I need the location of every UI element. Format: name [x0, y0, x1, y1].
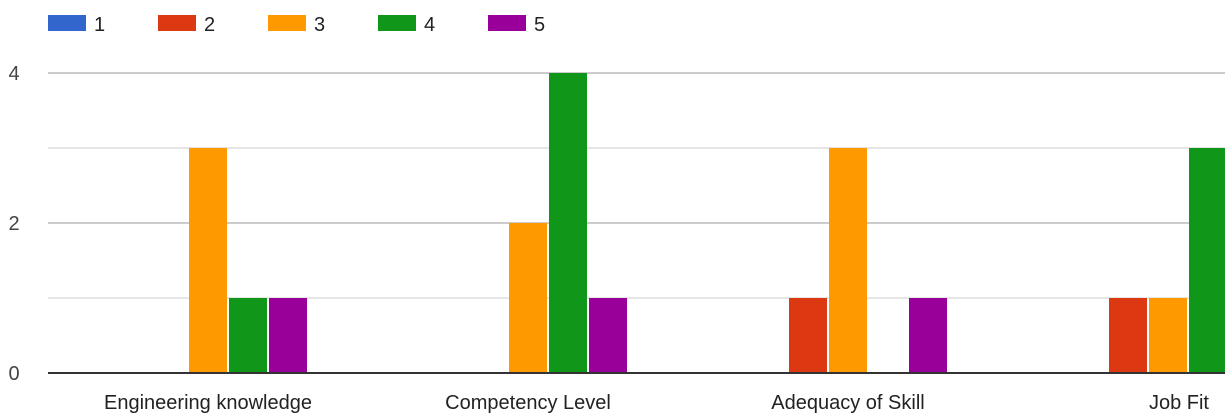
x-category-label: Engineering knowledge [104, 392, 312, 414]
bar-engineering-knowledge-series-5 [269, 298, 307, 373]
y-axis-ticks: 0 2 4 [8, 63, 19, 385]
legend-label: 4 [424, 14, 435, 36]
legend-label: 3 [314, 14, 325, 36]
bar-competency-level-series-5 [589, 298, 627, 373]
legend-item: 4 [378, 14, 435, 36]
legend-label: 2 [204, 14, 215, 36]
bar-competency-level-series-4 [549, 73, 587, 373]
x-axis-labels: Engineering knowledge Competency Level Ade… [104, 392, 1209, 414]
legend-item: 1 [48, 14, 105, 36]
x-category-label: Adequacy of Skill [771, 392, 924, 414]
y-tick-label: 2 [8, 213, 19, 235]
bars [189, 73, 1225, 373]
gridlines [48, 72, 1225, 299]
bar-competency-level-series-3 [509, 223, 547, 373]
legend-label: 5 [534, 14, 545, 36]
x-category-label: Job Fit [1149, 392, 1209, 414]
bar-engineering-knowledge-series-4 [229, 298, 267, 373]
bar-job-fit-series-2 [1109, 298, 1147, 373]
legend-swatch [158, 15, 196, 31]
bar-engineering-knowledge-series-3 [189, 148, 227, 373]
legend-swatch [268, 15, 306, 31]
y-tick-label: 4 [8, 63, 19, 85]
legend-swatch [378, 15, 416, 31]
legend-swatch [488, 15, 526, 31]
legend-item: 2 [158, 14, 215, 36]
legend-swatch [48, 15, 86, 31]
x-category-label: Competency Level [445, 392, 611, 414]
legend-label: 1 [94, 14, 105, 36]
legend-item: 3 [268, 14, 325, 36]
bar-job-fit-series-3 [1149, 298, 1187, 373]
bar-job-fit-series-4 [1189, 148, 1225, 373]
bar-adequacy-of-skill-series-2 [789, 298, 827, 373]
bar-adequacy-of-skill-series-3 [829, 148, 867, 373]
y-tick-label: 0 [8, 363, 19, 385]
legend-item: 5 [488, 14, 545, 36]
bar-adequacy-of-skill-series-5 [909, 298, 947, 373]
legend: 1 2 3 4 5 [48, 14, 545, 36]
